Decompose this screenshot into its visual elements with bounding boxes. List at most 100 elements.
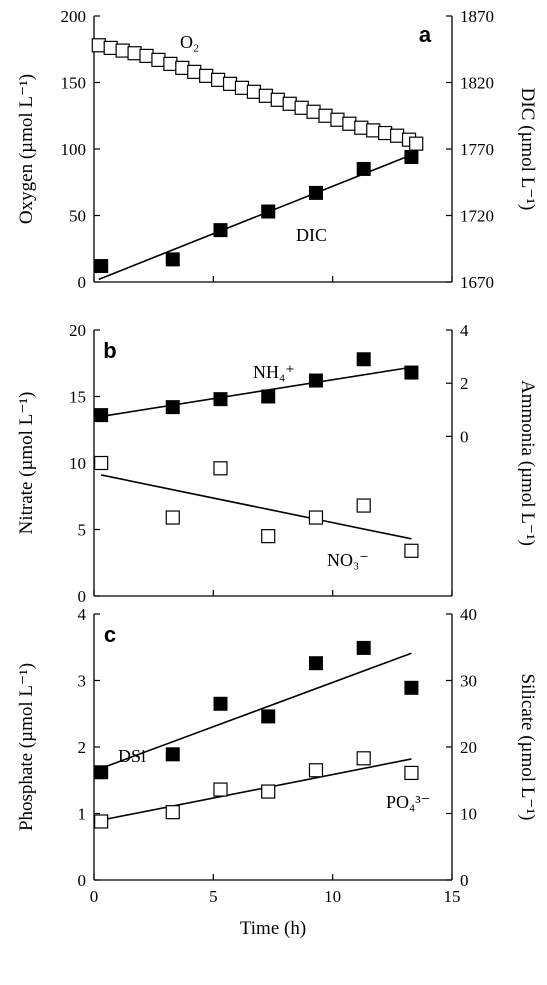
data-point bbox=[404, 365, 419, 380]
data-point bbox=[330, 112, 345, 127]
x-axis-label: Time (h) bbox=[240, 918, 306, 939]
data-point bbox=[213, 696, 228, 711]
data-point bbox=[213, 782, 228, 797]
data-point bbox=[222, 76, 238, 91]
right-tick-label: 1820 bbox=[460, 74, 494, 93]
data-point bbox=[261, 784, 276, 799]
data-point bbox=[165, 510, 180, 525]
data-point bbox=[165, 805, 180, 820]
data-point bbox=[175, 60, 190, 75]
series-0: DSi bbox=[94, 640, 419, 780]
fit-line bbox=[100, 652, 412, 770]
data-point bbox=[94, 814, 109, 829]
right-tick-label: 1770 bbox=[460, 140, 494, 159]
data-point bbox=[308, 185, 323, 200]
x-tick-label: 10 bbox=[324, 887, 341, 906]
data-point bbox=[187, 64, 202, 79]
data-point bbox=[356, 352, 371, 367]
series-label: O₂ bbox=[180, 32, 199, 52]
data-point bbox=[246, 84, 262, 99]
panel-letter: b bbox=[103, 338, 116, 363]
left-axis-label: Oxygen (µmol L⁻¹) bbox=[16, 74, 37, 224]
data-point bbox=[151, 52, 166, 67]
left-tick-label: 3 bbox=[78, 672, 87, 691]
left-tick-label: 0 bbox=[78, 273, 87, 292]
data-point bbox=[409, 136, 424, 151]
series-label: NO₃⁻ bbox=[327, 550, 369, 570]
data-point bbox=[404, 765, 419, 781]
data-point bbox=[103, 40, 118, 56]
data-point bbox=[139, 48, 154, 64]
data-point bbox=[356, 498, 371, 513]
right-tick-label: 30 bbox=[460, 672, 477, 691]
data-point bbox=[404, 543, 419, 558]
data-point bbox=[356, 751, 371, 766]
series-label: PO₄³⁻ bbox=[386, 792, 430, 812]
data-point bbox=[165, 400, 180, 415]
data-point bbox=[115, 43, 130, 58]
data-point bbox=[308, 763, 324, 778]
series-0: NH₄⁺ bbox=[94, 352, 419, 423]
data-point bbox=[390, 128, 405, 143]
series-label: NH₄⁺ bbox=[253, 362, 295, 382]
right-tick-label: 1870 bbox=[460, 7, 494, 26]
series-1: DIC bbox=[94, 149, 419, 281]
left-tick-label: 50 bbox=[69, 207, 86, 226]
left-tick-label: 5 bbox=[78, 521, 87, 540]
left-tick-label: 1 bbox=[78, 805, 87, 824]
left-tick-label: 15 bbox=[69, 388, 86, 407]
data-point bbox=[261, 709, 276, 724]
right-tick-label: 2 bbox=[460, 374, 469, 393]
left-tick-label: 10 bbox=[69, 454, 86, 473]
data-point bbox=[318, 108, 333, 123]
data-point bbox=[356, 161, 371, 176]
panel-letter: c bbox=[104, 622, 116, 647]
data-point bbox=[308, 373, 323, 388]
data-point bbox=[91, 38, 106, 53]
panel-a: 0 50 100 150 200 1670 1720 1770 1820 1870 Oxygen (… bbox=[16, 7, 538, 292]
data-point bbox=[404, 680, 419, 695]
data-point bbox=[165, 747, 180, 762]
data-point bbox=[127, 46, 142, 61]
left-tick-label: 100 bbox=[61, 140, 87, 159]
data-point bbox=[199, 68, 214, 83]
data-point bbox=[282, 96, 297, 111]
series-1: PO₄³⁻ bbox=[94, 751, 430, 829]
fit-line bbox=[100, 474, 412, 540]
data-point bbox=[306, 104, 321, 119]
right-axis-label: Silicate (µmol L⁻¹) bbox=[517, 674, 538, 821]
data-point bbox=[261, 204, 276, 219]
left-axis-label: Phosphate (µmol L⁻¹) bbox=[16, 663, 37, 831]
data-point bbox=[94, 455, 109, 471]
left-tick-label: 2 bbox=[78, 738, 87, 757]
data-point bbox=[308, 656, 323, 671]
x-tick-label: 5 bbox=[209, 887, 218, 906]
data-point bbox=[94, 765, 109, 780]
series-label: DSi bbox=[118, 746, 146, 766]
series-label: DIC bbox=[296, 225, 327, 245]
x-tick-label: 15 bbox=[444, 887, 461, 906]
right-tick-label: 0 bbox=[460, 871, 469, 890]
data-point bbox=[354, 120, 369, 135]
left-tick-label: 0 bbox=[78, 871, 87, 890]
data-point bbox=[258, 88, 273, 103]
data-point bbox=[356, 640, 371, 655]
data-point bbox=[270, 92, 285, 107]
right-tick-label: 1670 bbox=[460, 273, 494, 292]
left-tick-label: 20 bbox=[69, 321, 86, 340]
data-point bbox=[163, 56, 178, 71]
left-axis-label: Nitrate (µmol L⁻¹) bbox=[16, 392, 37, 535]
panel-letter: a bbox=[419, 22, 432, 47]
right-tick-label: 40 bbox=[460, 605, 477, 624]
x-tick-label: 0 bbox=[90, 887, 99, 906]
data-point bbox=[213, 392, 228, 407]
data-point bbox=[94, 408, 109, 423]
right-axis-label: Ammonia (µmol L⁻¹) bbox=[517, 380, 538, 546]
data-point bbox=[404, 149, 419, 164]
right-tick-label: 0 bbox=[460, 427, 469, 446]
right-tick-label: 20 bbox=[460, 738, 477, 757]
data-point bbox=[294, 100, 309, 115]
series-0: O₂ bbox=[91, 32, 424, 151]
data-point bbox=[213, 223, 228, 238]
